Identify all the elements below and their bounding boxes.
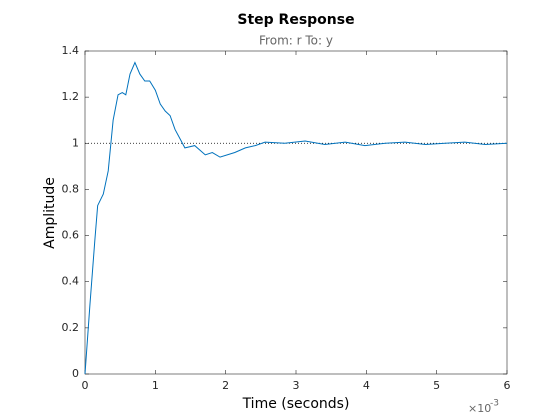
x-axis-label: Time (seconds)	[242, 396, 350, 412]
response-line	[84, 61, 508, 375]
x-tick-label: 4	[363, 379, 370, 392]
x-tick-label: 6	[504, 379, 511, 392]
y-tick-label: 0.2	[62, 321, 80, 334]
y-tick-label: 0.6	[62, 229, 80, 242]
y-tick-label: 1.4	[62, 44, 80, 57]
chart-subtitle: From: r To: y	[259, 34, 333, 48]
x-multiplier-exponent: -3	[490, 399, 499, 409]
y-tick-label: 0	[72, 367, 79, 380]
chart-title: Step Response	[237, 12, 354, 28]
y-tick-label: 0.4	[62, 275, 80, 288]
x-multiplier: ×10	[468, 402, 491, 415]
x-tick-label: 2	[222, 379, 229, 392]
y-tick-label: 1	[72, 136, 79, 149]
x-tick-label: 5	[433, 379, 440, 392]
x-tick-label: 3	[293, 379, 300, 392]
y-tick-label: 1.2	[62, 90, 80, 103]
x-tick-label: 0	[82, 379, 89, 392]
y-axis-label: Amplitude	[42, 177, 58, 249]
y-tick-label: 0.8	[62, 182, 80, 195]
plot-area	[84, 50, 508, 375]
x-tick-label: 1	[152, 379, 159, 392]
